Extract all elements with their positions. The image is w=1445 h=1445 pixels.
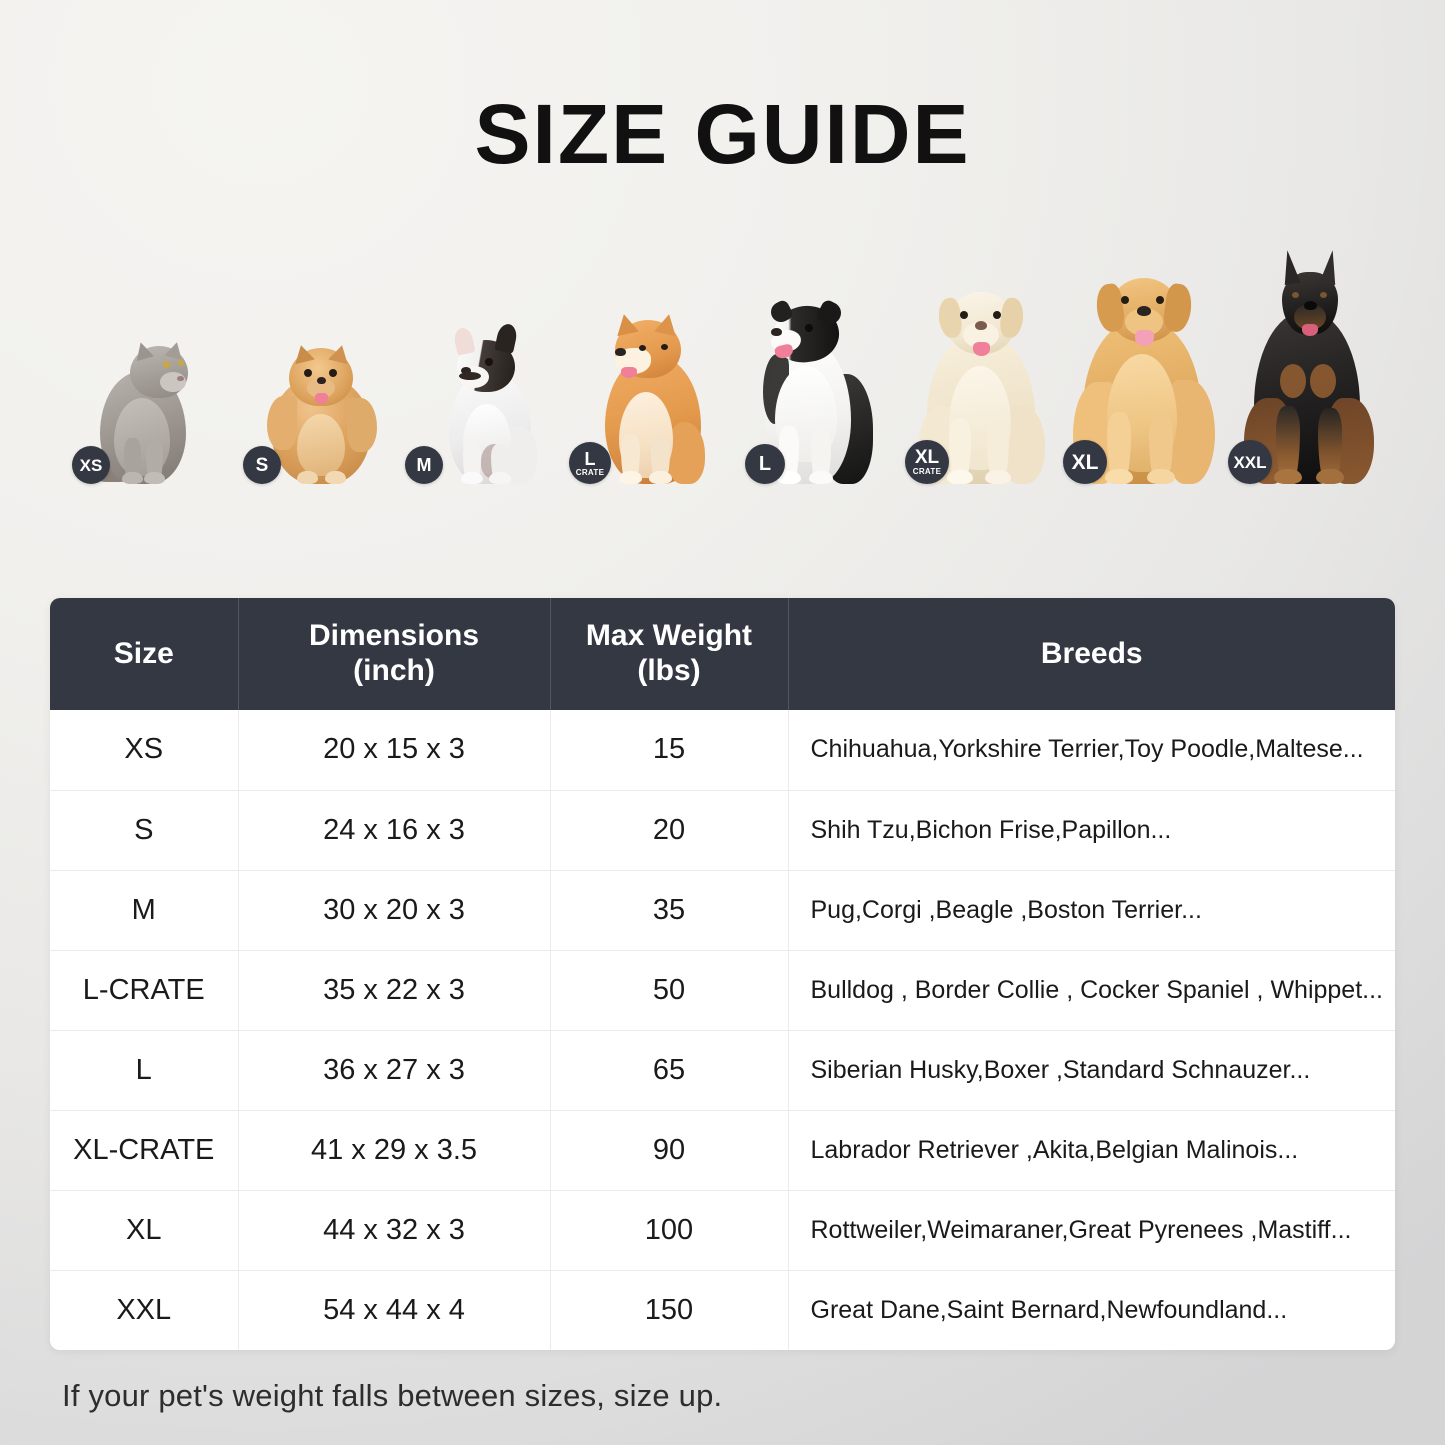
size-badge-l: L	[745, 444, 785, 484]
size-badge-label: XXL	[1233, 452, 1267, 472]
size-badge-label: S	[255, 454, 269, 476]
animal-xl-crate-labrador: XL CRATE	[905, 256, 1055, 484]
table-body: XS 20 x 15 x 3 15 Chihuahua,Yorkshire Te…	[50, 710, 1395, 1350]
size-badge-sublabel: CRATE	[575, 467, 605, 477]
cell-dimensions: 54 x 44 x 4	[238, 1270, 551, 1350]
size-badge-label: XL	[1071, 450, 1099, 474]
cell-max-weight: 150	[550, 1270, 789, 1350]
header-line-1: Dimensions	[308, 619, 480, 653]
cell-dimensions: 44 x 32 x 3	[238, 1190, 551, 1271]
cell-max-weight: 20	[550, 790, 789, 871]
cell-max-weight: 65	[550, 1030, 789, 1111]
column-header-breeds: Breeds	[788, 598, 1395, 710]
table-row: XL 44 x 32 x 3 100 Rottweiler,Weimaraner…	[50, 1190, 1395, 1271]
cell-dimensions: 24 x 16 x 3	[238, 790, 551, 871]
cell-breeds: Great Dane,Saint Bernard,Newfoundland...	[788, 1270, 1395, 1350]
french-bulldog-illustration	[427, 316, 552, 484]
column-header-dimensions: Dimensions (inch)	[238, 598, 551, 710]
table-row: XL-CRATE 41 x 29 x 3.5 90 Labrador Retri…	[50, 1110, 1395, 1191]
header-line-2: (inch)	[353, 654, 435, 687]
animal-size-lineup: XS S	[0, 204, 1445, 484]
animal-xxl-doberman: XXL	[1228, 226, 1388, 484]
size-badge-label: M	[416, 455, 432, 475]
size-badge-label: XS	[79, 455, 103, 475]
animal-l-border-collie: L	[745, 266, 885, 484]
cell-size: XS	[50, 710, 239, 791]
animal-l-crate-shiba-inu: L CRATE	[569, 286, 723, 484]
size-badge-xs: XS	[72, 446, 110, 484]
animal-m-french-bulldog: M	[405, 316, 552, 484]
cell-breeds: Pug,Corgi ,Beagle ,Boston Terrier...	[788, 870, 1395, 951]
size-chart-table: Size Dimensions (inch) Max Weight (lbs) …	[50, 598, 1395, 1350]
cell-breeds: Shih Tzu,Bichon Frise,Papillon...	[788, 790, 1395, 871]
doberman-illustration	[1228, 226, 1388, 484]
size-badge-s: S	[243, 446, 281, 484]
cell-max-weight: 50	[550, 950, 789, 1031]
size-badge-label: L	[584, 448, 596, 469]
cell-max-weight: 35	[550, 870, 789, 951]
cell-breeds: Labrador Retriever ,Akita,Belgian Malino…	[788, 1110, 1395, 1191]
header-line-1: Max Weight	[585, 619, 753, 653]
cell-dimensions: 41 x 29 x 3.5	[238, 1110, 551, 1191]
header-line-2: (lbs)	[637, 654, 701, 687]
table-row: M 30 x 20 x 3 35 Pug,Corgi ,Beagle ,Bost…	[50, 870, 1395, 951]
table-header: Size Dimensions (inch) Max Weight (lbs) …	[50, 598, 1395, 710]
size-badge-m: M	[405, 446, 443, 484]
column-header-max-weight: Max Weight (lbs)	[550, 598, 789, 710]
shiba-inu-illustration	[583, 286, 723, 484]
cell-size: L	[50, 1030, 239, 1111]
cell-max-weight: 15	[550, 710, 789, 791]
cell-dimensions: 36 x 27 x 3	[238, 1030, 551, 1111]
cat-illustration	[78, 334, 208, 484]
sizing-advice-note: If your pet's weight falls between sizes…	[62, 1378, 723, 1413]
cell-breeds: Rottweiler,Weimaraner,Great Pyrenees ,Ma…	[788, 1190, 1395, 1271]
cell-size: XL-CRATE	[50, 1110, 239, 1191]
cell-dimensions: 30 x 20 x 3	[238, 870, 551, 951]
cell-size: L-CRATE	[50, 950, 239, 1031]
cell-breeds: Bulldog , Border Collie , Cocker Spaniel…	[788, 950, 1395, 1031]
size-badge-xxl: XXL	[1228, 440, 1272, 484]
table-row: XS 20 x 15 x 3 15 Chihuahua,Yorkshire Te…	[50, 710, 1395, 791]
size-badge-l-crate: L CRATE	[569, 442, 611, 484]
cell-size: S	[50, 790, 239, 871]
header-line-1: Size	[113, 636, 174, 670]
cell-size: M	[50, 870, 239, 951]
size-badge-label: XL	[914, 447, 940, 468]
cell-size: XXL	[50, 1270, 239, 1350]
cell-size: XL	[50, 1190, 239, 1271]
cell-max-weight: 90	[550, 1110, 789, 1191]
cell-dimensions: 20 x 15 x 3	[238, 710, 551, 791]
header-line-1: Breeds	[1040, 636, 1143, 670]
cell-dimensions: 35 x 22 x 3	[238, 950, 551, 1031]
table-header-row: Size Dimensions (inch) Max Weight (lbs) …	[50, 598, 1395, 710]
animal-s-pomeranian: S	[243, 329, 388, 484]
page-title: SIZE GUIDE	[474, 87, 971, 181]
size-badge-label: L	[758, 453, 772, 475]
animal-xl-golden-retriever: XL	[1063, 236, 1223, 484]
size-badge-xl-crate: XL CRATE	[905, 440, 949, 484]
size-badge-sublabel: CRATE	[912, 467, 942, 476]
size-badge-xl: XL	[1063, 440, 1107, 484]
size-chart-table-container: Size Dimensions (inch) Max Weight (lbs) …	[50, 598, 1395, 1350]
pomeranian-illustration	[253, 329, 388, 484]
cell-breeds: Siberian Husky,Boxer ,Standard Schnauzer…	[788, 1030, 1395, 1111]
animal-xs-cat: XS	[72, 334, 208, 484]
column-header-size: Size	[50, 598, 239, 710]
cell-max-weight: 100	[550, 1190, 789, 1271]
table-row: L-CRATE 35 x 22 x 3 50 Bulldog , Border …	[50, 950, 1395, 1031]
cell-breeds: Chihuahua,Yorkshire Terrier,Toy Poodle,M…	[788, 710, 1395, 791]
table-row: S 24 x 16 x 3 20 Shih Tzu,Bichon Frise,P…	[50, 790, 1395, 871]
table-row: L 36 x 27 x 3 65 Siberian Husky,Boxer ,S…	[50, 1030, 1395, 1111]
table-row: XXL 54 x 44 x 4 150 Great Dane,Saint Ber…	[50, 1270, 1395, 1350]
